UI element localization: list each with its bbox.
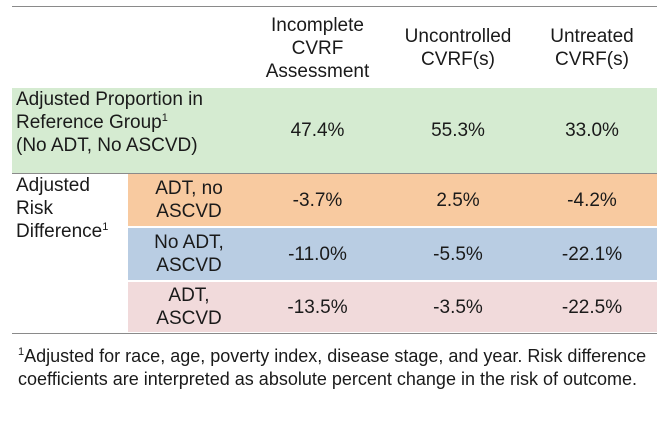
risk-difference-label: Adjusted Risk Difference1 xyxy=(12,174,128,332)
header-col2-line2: CVRF(s) xyxy=(421,49,495,70)
risk-row-3-value-uncontrolled: -3.5% xyxy=(433,296,483,318)
risk-row-2-group-line1: No ADT, xyxy=(154,232,224,253)
table-top-rule xyxy=(12,6,657,7)
reference-label-line1: Adjusted Proportion in xyxy=(16,89,203,110)
header-uncontrolled-cvrfs: Uncontrolled CVRF(s) xyxy=(388,8,528,88)
reference-value-incomplete: 47.4% xyxy=(290,120,345,141)
risk-row-3-group-line2: ASCVD xyxy=(156,308,222,329)
reference-label-line2-wrap: Reference Group1 xyxy=(16,111,168,134)
header-untreated-cvrfs: Untreated CVRF(s) xyxy=(528,8,656,88)
header-col2-line1: Uncontrolled xyxy=(404,26,512,47)
table-footnote: 1Adjusted for race, age, poverty index, … xyxy=(18,345,648,391)
risk-label-sup: 1 xyxy=(102,221,109,233)
risk-row-2-value-incomplete: -11.0% xyxy=(288,243,347,265)
risk-row-1-group: ADT, no ASCVD xyxy=(128,174,250,226)
footnote-text: Adjusted for race, age, poverty index, d… xyxy=(18,346,647,389)
risk-row-2-background xyxy=(128,228,657,280)
risk-row-1-value-untreated: -4.2% xyxy=(567,189,617,211)
reference-row-background xyxy=(12,88,657,173)
row-separator-1 xyxy=(128,226,657,228)
header-incomplete-cvrf-assessment: Incomplete CVRF Assessment xyxy=(250,8,385,88)
risk-row-2-value-untreated: -22.1% xyxy=(561,243,623,265)
footnote-sup: 1 xyxy=(18,346,25,358)
header-col3-line1: Untreated xyxy=(550,26,634,47)
risk-row-1-background xyxy=(128,174,657,226)
risk-label-line2: Risk xyxy=(16,198,53,219)
reference-label-line3: (No ADT, No ASCVD) xyxy=(16,135,198,156)
risk-row-1-group-line1: ADT, no xyxy=(155,178,223,199)
risk-row-3-background xyxy=(128,282,657,332)
risk-row-3-value-incomplete: -13.5% xyxy=(287,296,348,318)
risk-label-line1: Adjusted xyxy=(16,175,90,196)
row-separator-2 xyxy=(128,280,657,282)
reference-bottom-rule xyxy=(12,173,657,174)
reference-label-line2: Reference Group xyxy=(16,112,162,133)
risk-row-2-value-uncontrolled: -5.5% xyxy=(433,243,483,265)
header-col1-line3: Assessment xyxy=(265,60,370,82)
reference-value-uncontrolled: 55.3% xyxy=(431,120,485,141)
reference-value-untreated: 33.0% xyxy=(565,120,619,141)
risk-row-3-group-line1: ADT, xyxy=(168,285,210,306)
risk-row-2-group-line2: ASCVD xyxy=(156,255,222,276)
risk-label-line3-wrap: Difference1 xyxy=(16,220,108,243)
risk-label-line3: Difference xyxy=(16,221,103,242)
risk-row-1-value-uncontrolled: 2.5% xyxy=(436,189,480,211)
reference-label-sup: 1 xyxy=(161,112,168,124)
header-col1-line2: CVRF xyxy=(291,37,344,59)
reference-row-label: Adjusted Proportion in Reference Group1 … xyxy=(12,88,250,173)
risk-row-3-value-untreated: -22.5% xyxy=(561,296,623,318)
header-col1-line1: Incomplete xyxy=(271,14,364,36)
table-bottom-rule xyxy=(12,333,657,334)
header-col3-line2: CVRF(s) xyxy=(555,49,629,70)
risk-row-3-group: ADT, ASCVD xyxy=(128,282,250,332)
risk-row-1-group-line2: ASCVD xyxy=(156,201,222,222)
risk-row-1-value-incomplete: -3.7% xyxy=(292,189,343,211)
risk-row-2-group: No ADT, ASCVD xyxy=(128,228,250,280)
